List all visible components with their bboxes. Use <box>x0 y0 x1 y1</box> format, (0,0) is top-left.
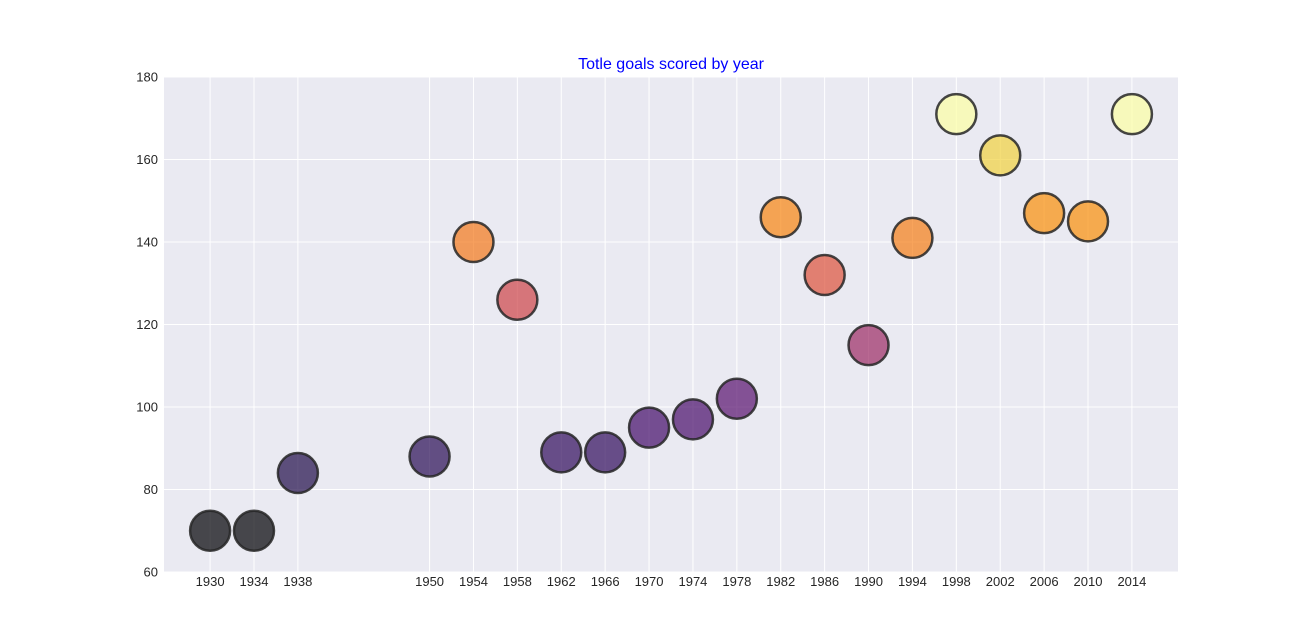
scatter-point <box>540 431 583 474</box>
scatter-point <box>1110 92 1154 136</box>
y-tick-label: 160 <box>136 152 158 167</box>
x-tick-label: 1962 <box>547 574 576 589</box>
x-tick-label: 1934 <box>240 574 269 589</box>
y-axis-tick-labels: 60 80 100 120 140 160 180 <box>136 70 158 580</box>
chart-title: Totle goals scored by year <box>578 56 765 73</box>
scatter-point <box>1022 191 1066 235</box>
scatter-point <box>496 278 539 321</box>
x-tick-label: 1986 <box>810 574 839 589</box>
y-tick-label: 120 <box>136 317 158 332</box>
x-tick-label: 1982 <box>766 574 795 589</box>
scatter-point <box>891 216 934 260</box>
scatter-point <box>847 323 890 367</box>
x-tick-label: 1950 <box>415 574 444 589</box>
x-axis-tick-labels: 1930 1934 1938 1950 1954 1958 1962 1966 1970 1974… <box>196 574 1147 589</box>
scatter-point <box>583 431 627 474</box>
scatter-point <box>978 134 1022 177</box>
x-tick-label: 1998 <box>942 574 971 589</box>
x-tick-label: 2010 <box>1074 574 1103 589</box>
x-tick-label: 1966 <box>591 574 620 589</box>
x-tick-label: 1990 <box>854 574 883 589</box>
grid-lines <box>164 76 1178 573</box>
y-tick-label: 80 <box>144 482 158 497</box>
x-tick-label: 1970 <box>635 574 664 589</box>
y-tick-label: 140 <box>136 235 158 250</box>
y-tick-label: 180 <box>136 70 158 85</box>
x-tick-label: 2006 <box>1030 574 1059 589</box>
x-tick-label: 1938 <box>283 574 312 589</box>
scatter-point <box>1066 200 1110 243</box>
scatter-point <box>408 435 451 478</box>
x-tick-label: 1978 <box>722 574 751 589</box>
scatter-point <box>188 509 232 552</box>
scatter-point <box>715 377 759 420</box>
x-tick-label: 1930 <box>196 574 225 589</box>
scatter-point <box>276 451 320 495</box>
scatter-point <box>671 398 715 441</box>
x-tick-label: 2014 <box>1117 574 1146 589</box>
y-tick-label: 60 <box>144 565 158 580</box>
scatter-point <box>935 92 978 136</box>
scatter-point <box>232 509 276 552</box>
x-tick-label: 2002 <box>986 574 1015 589</box>
y-tick-label: 100 <box>136 400 158 415</box>
x-tick-label: 1954 <box>459 574 488 589</box>
scatter-point <box>452 220 495 264</box>
scatter-point <box>803 253 846 297</box>
data-points <box>188 92 1154 552</box>
scatter-point <box>627 406 671 449</box>
x-tick-label: 1958 <box>503 574 532 589</box>
x-tick-label: 1994 <box>898 574 927 589</box>
scatter-point <box>759 196 802 239</box>
x-tick-label: 1974 <box>678 574 707 589</box>
